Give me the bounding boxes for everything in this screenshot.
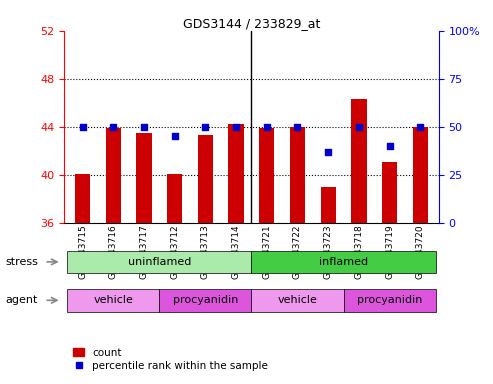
Bar [320, 187, 336, 223]
Text: procyanidin: procyanidin [173, 295, 238, 306]
Bar [290, 127, 305, 223]
Point [355, 124, 363, 130]
Bar [413, 127, 428, 223]
Text: vehicle: vehicle [278, 295, 317, 306]
Bar [382, 162, 397, 223]
Bar [167, 174, 182, 223]
Bar [136, 133, 152, 223]
Point [386, 143, 393, 149]
Bar [75, 174, 90, 223]
Point [140, 124, 148, 130]
Point [263, 124, 271, 130]
Point [324, 149, 332, 155]
Bar [251, 251, 436, 273]
Text: procyanidin: procyanidin [357, 295, 423, 306]
Bar [351, 99, 367, 223]
Bar [67, 251, 251, 273]
Bar [106, 128, 121, 223]
Legend: count, percentile rank within the sample: count, percentile rank within the sample [70, 344, 272, 375]
Text: vehicle: vehicle [93, 295, 133, 306]
Bar [344, 289, 436, 312]
Point [78, 124, 86, 130]
Point [232, 124, 240, 130]
Text: uninflamed: uninflamed [128, 257, 191, 267]
Bar [228, 124, 244, 223]
Text: agent: agent [5, 295, 37, 305]
Bar [251, 289, 344, 312]
Point [417, 124, 424, 130]
Text: stress: stress [5, 257, 38, 267]
Text: inflamed: inflamed [319, 257, 368, 267]
Point [202, 124, 210, 130]
Bar [198, 135, 213, 223]
Bar [67, 289, 159, 312]
Point [293, 124, 301, 130]
Bar [259, 128, 275, 223]
Point [109, 124, 117, 130]
Title: GDS3144 / 233829_at: GDS3144 / 233829_at [183, 17, 320, 30]
Bar [159, 289, 251, 312]
Point [171, 133, 178, 139]
